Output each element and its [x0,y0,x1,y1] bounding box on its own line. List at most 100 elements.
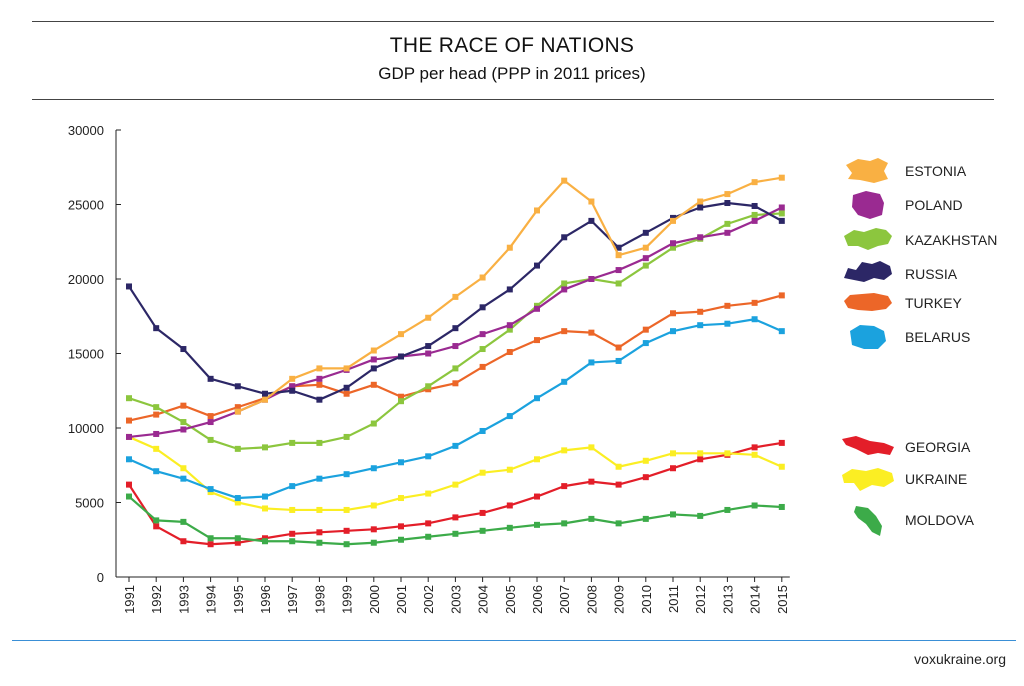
x-tick-label: 1994 [204,585,219,614]
legend-item-moldova: MOLDOVA [854,506,975,536]
map-moldova-icon [854,506,882,536]
data-point-kazakhstan [670,244,676,251]
data-point-georgia [534,493,540,500]
data-point-estonia [778,174,785,181]
data-point-ukraine [642,457,649,464]
x-tick-label: 2001 [394,585,409,614]
data-point-georgia [398,523,404,530]
data-point-georgia [452,514,459,521]
data-point-russia [778,217,785,224]
data-point-moldova [425,533,432,540]
data-point-belarus [534,395,540,402]
data-point-belarus [588,359,595,366]
data-point-poland [425,350,432,357]
data-point-poland [534,305,540,312]
data-point-russia [561,234,568,241]
series-turkey [126,292,785,424]
data-point-moldova [234,535,241,542]
data-point-russia [343,384,350,391]
x-tick-label: 2014 [748,585,763,614]
data-point-turkey [561,328,568,335]
data-point-poland [126,433,132,440]
x-tick-label: 1992 [149,585,164,614]
x-tick-label: 2002 [421,585,436,614]
data-point-russia [316,396,323,403]
map-kazakhstan-icon [844,228,892,250]
data-point-turkey [452,380,459,387]
x-tick-label: 1991 [122,585,137,614]
data-point-russia [479,304,486,311]
data-point-belarus [398,459,404,466]
data-point-moldova [778,503,785,510]
legend-item-ukraine: UKRAINE [842,468,967,491]
data-point-estonia [234,408,241,415]
data-point-poland [153,430,160,437]
map-ukraine-icon [842,468,894,491]
data-point-moldova [534,521,540,528]
x-tick-label: 2003 [448,585,463,614]
data-point-moldova [561,520,568,527]
data-point-estonia [697,198,704,205]
data-point-moldova [697,512,704,519]
data-point-georgia [561,483,568,490]
x-tick-label: 2007 [557,585,572,614]
data-point-ukraine [180,465,187,472]
series-belarus [126,316,785,502]
series-moldova [126,493,785,548]
map-russia-icon [844,261,892,282]
y-tick-label: 5000 [75,496,104,511]
data-point-kazakhstan [316,439,323,446]
data-point-kazakhstan [561,280,568,287]
data-point-georgia [234,539,241,546]
data-point-kazakhstan [479,346,486,353]
data-point-moldova [126,493,132,500]
data-point-georgia [506,502,513,509]
data-point-turkey [670,310,676,317]
footer-rule [12,640,1016,641]
x-tick-label: 2008 [584,585,599,614]
data-point-kazakhstan [153,404,160,411]
data-point-russia [180,346,187,353]
legend-label-ukraine: UKRAINE [905,471,967,487]
x-tick-label: 1998 [312,585,327,614]
data-point-kazakhstan [398,398,404,405]
data-point-kazakhstan [724,220,731,227]
data-point-georgia [425,520,432,527]
legend-item-estonia: ESTONIA [846,158,967,183]
data-point-ukraine [425,490,432,497]
data-point-poland [642,255,649,262]
data-point-kazakhstan [180,419,187,426]
data-point-georgia [642,474,649,481]
x-tick-label: 2005 [503,585,518,614]
x-tick-label: 2004 [476,585,491,614]
legend: ESTONIA POLAND KAZAKHSTAN RUSSIA TURKEY BELAR… [842,158,997,536]
data-point-ukraine [289,506,296,513]
data-point-poland [316,375,323,382]
y-tick-label: 15000 [68,347,104,362]
data-point-georgia [316,529,323,536]
series-ukraine [126,433,785,513]
data-point-estonia [452,293,459,300]
y-tick-label: 10000 [68,421,104,436]
data-point-ukraine [262,505,268,512]
data-point-georgia [343,527,350,534]
data-point-poland [751,217,758,224]
data-point-kazakhstan [126,395,132,402]
data-point-georgia [153,523,160,530]
data-point-georgia [126,481,132,488]
data-point-belarus [343,471,350,478]
data-point-poland [289,383,296,390]
data-point-turkey [479,363,486,370]
data-point-estonia [615,252,622,259]
data-point-estonia [670,217,676,224]
data-point-russia [642,229,649,236]
data-point-georgia [751,444,758,451]
data-point-ukraine [697,450,704,457]
series-poland [126,204,785,440]
legend-item-georgia: GEORGIA [842,436,971,455]
data-point-poland [506,322,513,329]
data-point-georgia [479,509,486,516]
data-point-moldova [398,536,404,543]
data-point-belarus [370,465,377,472]
